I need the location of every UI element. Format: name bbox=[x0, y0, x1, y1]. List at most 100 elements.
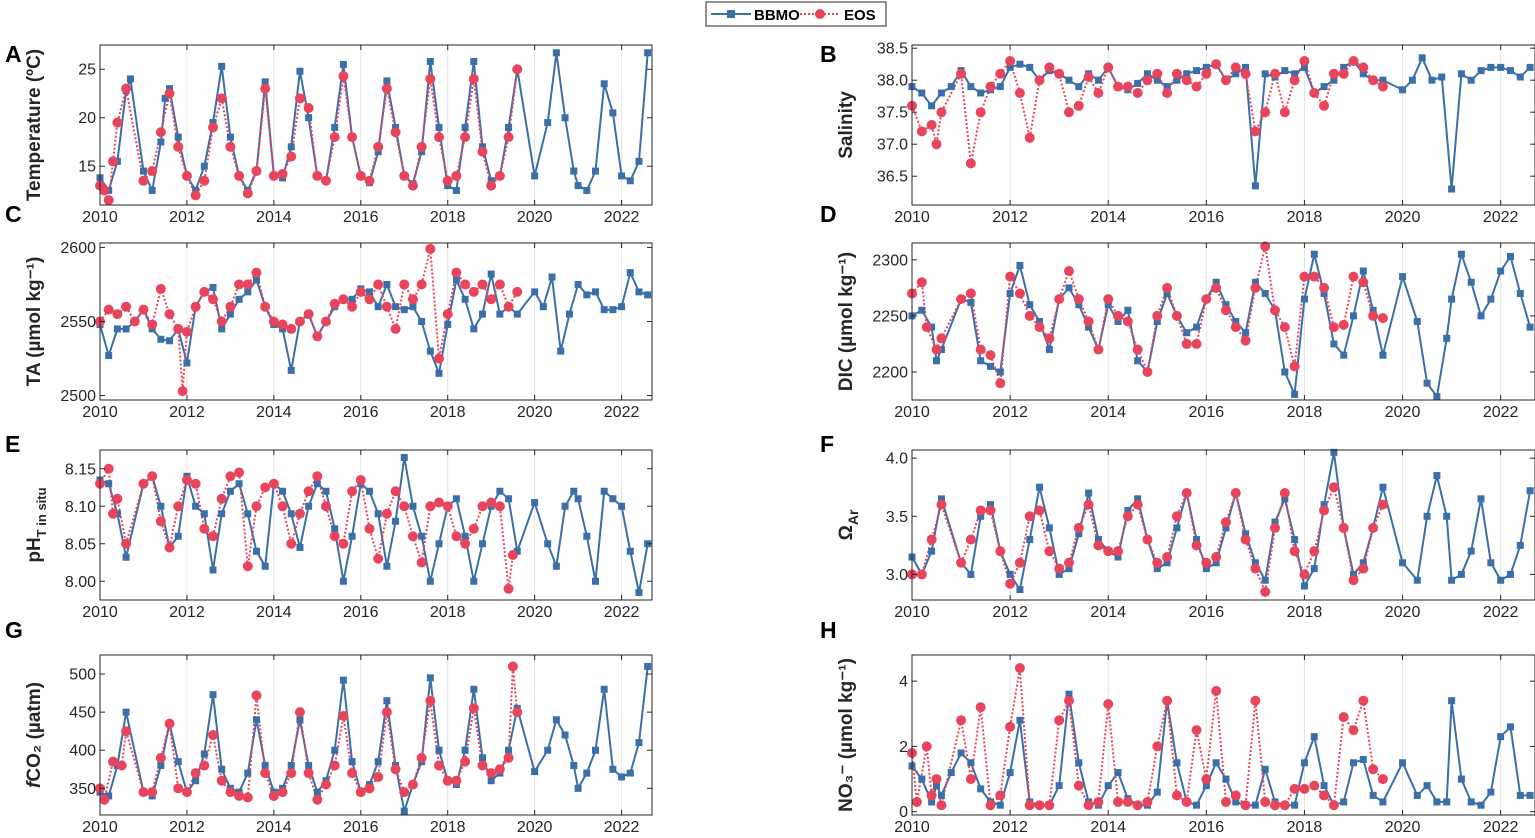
point-eos bbox=[1014, 663, 1025, 674]
point-eos bbox=[108, 156, 119, 167]
point-eos bbox=[936, 107, 947, 118]
point-bbmo bbox=[1163, 559, 1171, 567]
point-bbmo bbox=[1310, 250, 1318, 258]
point-eos bbox=[155, 752, 166, 763]
point-bbmo bbox=[609, 306, 617, 314]
point-eos bbox=[1201, 294, 1212, 305]
point-eos bbox=[477, 279, 488, 290]
point-eos bbox=[103, 195, 114, 206]
point-bbmo bbox=[1399, 86, 1407, 94]
point-eos bbox=[1005, 578, 1016, 589]
point-eos bbox=[1024, 511, 1035, 522]
point-eos bbox=[1299, 569, 1310, 580]
point-bbmo bbox=[496, 487, 504, 495]
point-bbmo bbox=[1330, 448, 1338, 456]
point-bbmo bbox=[209, 283, 217, 291]
point-bbmo bbox=[383, 562, 391, 570]
point-eos bbox=[936, 333, 947, 344]
point-bbmo bbox=[157, 335, 165, 343]
point-eos bbox=[434, 760, 445, 771]
x-tick-label: 2018 bbox=[1287, 604, 1323, 621]
point-bbmo bbox=[244, 769, 252, 777]
point-bbmo bbox=[1271, 518, 1279, 526]
point-eos bbox=[338, 71, 349, 82]
point-eos bbox=[1054, 563, 1065, 574]
point-bbmo bbox=[374, 303, 382, 311]
point-bbmo bbox=[409, 502, 417, 510]
point-eos bbox=[164, 309, 175, 320]
point-bbmo bbox=[1173, 759, 1181, 767]
point-bbmo bbox=[1065, 76, 1073, 84]
point-eos bbox=[399, 279, 410, 290]
point-bbmo bbox=[1006, 570, 1014, 578]
point-bbmo bbox=[1369, 306, 1377, 314]
point-bbmo bbox=[626, 769, 634, 777]
point-bbmo bbox=[1487, 63, 1495, 71]
point-bbmo bbox=[1487, 295, 1495, 303]
point-bbmo bbox=[1045, 346, 1053, 354]
point-bbmo bbox=[1134, 495, 1142, 503]
point-eos bbox=[1044, 333, 1055, 344]
point-bbmo bbox=[287, 143, 295, 151]
point-eos bbox=[956, 294, 967, 305]
point-bbmo bbox=[1467, 547, 1475, 555]
point-eos bbox=[286, 323, 297, 334]
point-bbmo bbox=[1506, 252, 1514, 260]
point-bbmo bbox=[1443, 512, 1451, 520]
point-bbmo bbox=[928, 547, 936, 555]
point-eos bbox=[364, 783, 375, 794]
point-bbmo bbox=[1202, 782, 1210, 790]
panel-letter: G bbox=[5, 617, 23, 643]
y-tick-label: 400 bbox=[69, 743, 96, 760]
point-eos bbox=[425, 501, 436, 512]
point-bbmo bbox=[244, 510, 252, 518]
point-eos bbox=[460, 279, 471, 290]
point-eos bbox=[1270, 305, 1281, 316]
point-eos bbox=[1054, 294, 1065, 305]
y-tick-label: 15 bbox=[78, 159, 96, 176]
point-eos bbox=[277, 319, 288, 330]
point-bbmo bbox=[348, 758, 356, 766]
point-bbmo bbox=[1497, 733, 1505, 741]
point-eos bbox=[1299, 56, 1310, 66]
point-eos bbox=[926, 790, 937, 801]
point-eos bbox=[1338, 68, 1349, 79]
point-eos bbox=[494, 279, 505, 290]
point-bbmo bbox=[1143, 70, 1151, 78]
point-eos bbox=[486, 497, 497, 508]
point-bbmo bbox=[544, 119, 552, 127]
point-eos bbox=[147, 319, 158, 330]
point-bbmo bbox=[1193, 67, 1201, 75]
point-eos bbox=[477, 760, 488, 771]
point-eos bbox=[512, 286, 523, 297]
point-eos bbox=[347, 301, 358, 312]
point-eos bbox=[1024, 310, 1035, 321]
x-tick-label: 2010 bbox=[894, 819, 930, 836]
point-eos bbox=[338, 294, 349, 305]
point-bbmo bbox=[1232, 798, 1240, 806]
point-bbmo bbox=[1448, 576, 1456, 584]
point-bbmo bbox=[583, 532, 591, 540]
point-bbmo bbox=[1114, 553, 1122, 561]
y-tick-label: 350 bbox=[69, 781, 96, 798]
point-bbmo bbox=[461, 746, 469, 754]
point-eos bbox=[390, 127, 401, 138]
point-bbmo bbox=[305, 761, 313, 769]
x-tick-label: 2016 bbox=[343, 209, 379, 226]
point-eos bbox=[103, 304, 114, 315]
x-tick-label: 2016 bbox=[343, 819, 379, 836]
point-bbmo bbox=[218, 62, 226, 70]
point-eos bbox=[1289, 783, 1300, 794]
point-eos bbox=[312, 471, 323, 482]
point-bbmo bbox=[609, 765, 617, 773]
panel-c: 2010 2012 2014 2016 2018 2020 2022 2500 2550 2600… bbox=[5, 201, 653, 421]
point-bbmo bbox=[383, 697, 391, 705]
x-tick-label: 2014 bbox=[256, 604, 292, 621]
point-bbmo bbox=[226, 310, 234, 318]
point-eos bbox=[1338, 712, 1349, 723]
point-bbmo bbox=[470, 685, 478, 693]
point-eos bbox=[112, 117, 123, 128]
point-bbmo bbox=[1516, 289, 1524, 297]
point-bbmo bbox=[1526, 323, 1534, 331]
y-tick-label: 2300 bbox=[872, 252, 908, 269]
